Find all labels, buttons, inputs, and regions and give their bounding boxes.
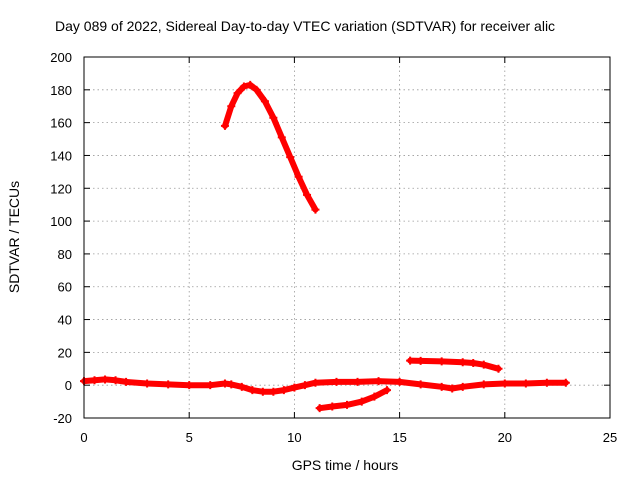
- data-point: [164, 380, 173, 389]
- data-point: [294, 172, 303, 181]
- data-point: [521, 379, 530, 388]
- data-point: [370, 392, 379, 401]
- y-tick-label: 200: [50, 50, 72, 65]
- data-point: [395, 377, 404, 386]
- data-point: [353, 377, 362, 386]
- y-tick-label: 20: [58, 345, 72, 360]
- data-point: [332, 377, 341, 386]
- series-line: [316, 387, 390, 412]
- data-point: [448, 384, 457, 393]
- data-point: [233, 89, 242, 98]
- x-tick-label: 5: [186, 430, 193, 445]
- x-tick-label: 10: [287, 430, 301, 445]
- data-point: [357, 397, 366, 406]
- data-point: [437, 357, 446, 366]
- y-tick-label: 160: [50, 116, 72, 131]
- data-point: [416, 380, 425, 389]
- series-3: [315, 386, 391, 413]
- data-point: [258, 387, 267, 396]
- data-point: [303, 190, 312, 199]
- data-point: [260, 97, 269, 106]
- plot-frame: [83, 56, 611, 419]
- data-point: [416, 356, 425, 365]
- x-tick-label: 0: [80, 430, 87, 445]
- y-tick-label: 0: [65, 378, 72, 393]
- data-point: [458, 358, 467, 367]
- data-point: [227, 102, 236, 111]
- data-point: [279, 386, 288, 395]
- x-tick-label: 25: [603, 430, 617, 445]
- y-tick-label: 80: [58, 247, 72, 262]
- data-point: [437, 382, 446, 391]
- data-point: [269, 113, 278, 122]
- data-point: [90, 376, 99, 385]
- series-2: [220, 80, 320, 214]
- y-tick-label: 40: [58, 313, 72, 328]
- y-tick-label: 120: [50, 181, 72, 196]
- data-point: [469, 359, 478, 368]
- data-point: [406, 356, 415, 365]
- data-point: [561, 378, 570, 387]
- y-tick-label: 60: [58, 280, 72, 295]
- data-point: [290, 383, 299, 392]
- data-point: [542, 378, 551, 387]
- ticks: 0 5 10 15 20 25 -20 0 20 40 60 80 100 120 140 160 180 200: [50, 50, 617, 445]
- data-point: [500, 379, 509, 388]
- data-point: [300, 381, 309, 390]
- y-tick-label: 140: [50, 148, 72, 163]
- data-point: [122, 377, 131, 386]
- series-line: [222, 81, 319, 213]
- y-tick-label: 100: [50, 214, 72, 229]
- data-point: [494, 364, 503, 373]
- data-point: [185, 381, 194, 390]
- data-point: [239, 82, 248, 91]
- data-point: [246, 80, 255, 89]
- y-tick-label: -20: [53, 411, 72, 426]
- data-point: [311, 205, 320, 214]
- data-point: [374, 377, 383, 386]
- data-point: [479, 360, 488, 369]
- x-axis-label: GPS time / hours: [292, 457, 399, 473]
- series-line: [81, 376, 569, 395]
- data-point: [277, 133, 286, 142]
- y-tick-label: 180: [50, 83, 72, 98]
- data-point: [479, 380, 488, 389]
- data-point: [311, 378, 320, 387]
- chart-title: Day 089 of 2022, Sidereal Day-to-day VTE…: [55, 18, 555, 34]
- data-point: [143, 379, 152, 388]
- data-point: [101, 375, 110, 384]
- data-point: [248, 386, 257, 395]
- data-point: [237, 382, 246, 391]
- data-point: [206, 381, 215, 390]
- data-point: [286, 153, 295, 162]
- data-point: [111, 376, 120, 385]
- x-tick-label: 20: [498, 430, 512, 445]
- x-tick-label: 15: [392, 430, 406, 445]
- data-point: [382, 386, 391, 395]
- series-4: [406, 356, 503, 373]
- series-1: [80, 375, 570, 396]
- data-point: [315, 404, 324, 413]
- data-point: [343, 400, 351, 409]
- data-point: [458, 382, 467, 391]
- data-point: [220, 121, 229, 130]
- data-point: [252, 85, 261, 94]
- grid: [84, 57, 610, 418]
- data-point: [269, 387, 278, 396]
- series-layer: [80, 80, 570, 413]
- data-point: [227, 380, 236, 389]
- data-point: [328, 402, 337, 411]
- y-axis-label: SDTVAR / TECUs: [6, 181, 22, 293]
